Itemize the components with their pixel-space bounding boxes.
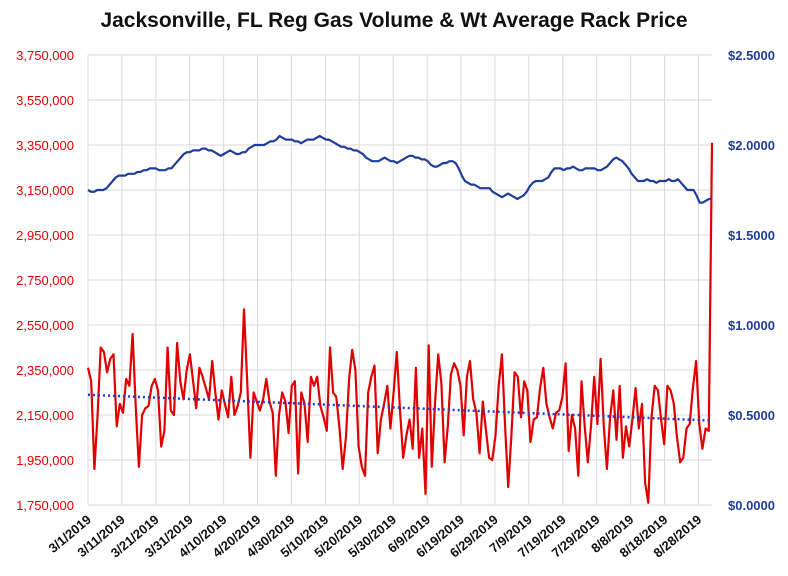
series <box>86 134 714 504</box>
series-line-left <box>86 142 714 504</box>
y-left-tick-label: 2,550,000 <box>16 318 74 333</box>
y-right-tick-label: $0.5000 <box>728 408 775 423</box>
series-line-right <box>87 134 712 204</box>
grid <box>87 54 712 506</box>
y-left-tick-label: 2,950,000 <box>16 228 74 243</box>
y-left-tick-label: 3,350,000 <box>16 138 74 153</box>
y-left-tick-label: 1,750,000 <box>16 498 74 513</box>
trendline <box>87 393 713 422</box>
y-right-tick-label: $2.0000 <box>728 138 775 153</box>
y-right-tick-label: $0.0000 <box>728 498 775 513</box>
y-right-tick-label: $1.0000 <box>728 318 775 333</box>
x-axis: 3/1/20193/11/20193/21/20193/31/20194/10/… <box>46 512 705 561</box>
chart-title: Jacksonville, FL Reg Gas Volume & Wt Ave… <box>100 9 688 32</box>
y-left-tick-label: 2,750,000 <box>16 273 74 288</box>
y-left-tick-label: 1,950,000 <box>16 453 74 468</box>
y-left-tick-label: 3,750,000 <box>16 48 74 63</box>
left-axis: 1,750,000 1,950,000 2,150,000 2,350,000 2,55… <box>16 48 74 513</box>
y-right-tick-label: $1.5000 <box>728 228 775 243</box>
right-axis: $0.0000 $0.5000 $1.0000 $1.5000 $2.0000 $2.50… <box>728 48 775 513</box>
y-left-tick-label: 2,150,000 <box>16 408 74 423</box>
y-left-tick-label: 3,150,000 <box>16 183 74 198</box>
y-left-tick-label: 3,550,000 <box>16 93 74 108</box>
y-right-tick-label: $2.5000 <box>728 48 775 63</box>
y-left-tick-label: 2,350,000 <box>16 363 74 378</box>
